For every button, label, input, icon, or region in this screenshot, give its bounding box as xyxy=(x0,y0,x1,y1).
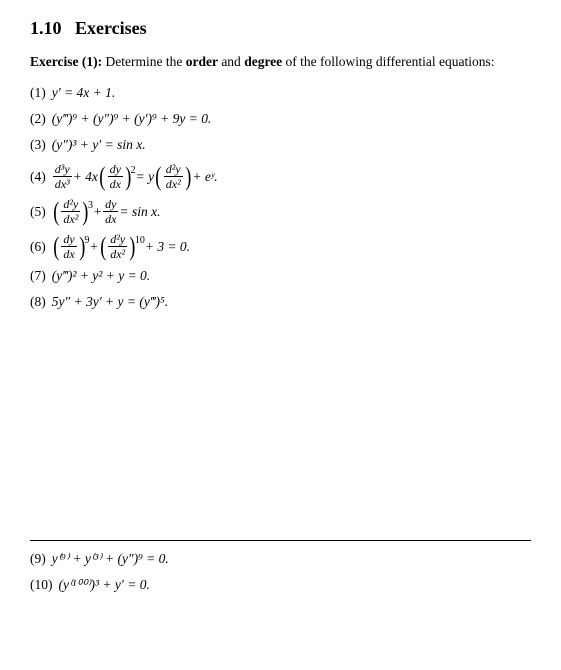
list-item: (2) (y‴)⁹ + (y″)⁹ + (y′)⁹ + 9y = 0. xyxy=(30,111,531,127)
exponent: 3 xyxy=(88,200,93,211)
fraction: dydx xyxy=(61,233,76,260)
item-number: (5) xyxy=(30,204,46,220)
equation: ( dydx ) 9 + ( d²ydx² ) 10 + 3 = 0. xyxy=(52,233,190,260)
exponent: 2 xyxy=(131,165,136,176)
equation: y′ = 4x + 1. xyxy=(52,85,116,101)
equation: (y‴)⁹ + (y″)⁹ + (y′)⁹ + 9y = 0. xyxy=(52,111,212,127)
equation: (y‴)² + y² + y = 0. xyxy=(52,268,150,284)
list-item: (6) ( dydx ) 9 + ( d²ydx² ) 10 + 3 = 0. xyxy=(30,233,531,260)
equation: (y″)³ + y′ = sin x. xyxy=(52,137,146,153)
fraction: d²ydx² xyxy=(61,198,80,225)
fraction: dydx xyxy=(103,198,118,225)
item-number: (8) xyxy=(30,294,46,310)
exercise-intro: Exercise (1): Determine the order and de… xyxy=(30,53,531,71)
fraction: d²ydx² xyxy=(108,233,127,260)
equation: d³ydx³ + 4x ( dydx ) 2 = y ( d²ydx² ) + … xyxy=(52,163,218,190)
section-title-text: Exercises xyxy=(75,18,147,38)
list-item: (1) y′ = 4x + 1. xyxy=(30,85,531,101)
item-number: (10) xyxy=(30,577,53,593)
list-item: (3) (y″)³ + y′ = sin x. xyxy=(30,137,531,153)
list-item: (9) y⁽⁹⁾ + y⁽³⁾ + (y″)⁹ = 0. xyxy=(30,551,531,567)
divider xyxy=(30,540,531,541)
item-number: (4) xyxy=(30,169,46,185)
exponent: 10 xyxy=(135,235,145,246)
equation: (y⁽¹⁰⁰⁾)³ + y′ = 0. xyxy=(59,577,150,593)
equation: y⁽⁹⁾ + y⁽³⁾ + (y″)⁹ = 0. xyxy=(52,551,169,567)
exercise-label: Exercise (1): xyxy=(30,54,102,69)
list-item: (7) (y‴)² + y² + y = 0. xyxy=(30,268,531,284)
section-title: 1.10 Exercises xyxy=(30,18,531,39)
list-item: (8) 5y″ + 3y′ + y = (y‴)⁵. xyxy=(30,294,531,310)
list-item: (4) d³ydx³ + 4x ( dydx ) 2 = y ( d²ydx² … xyxy=(30,163,531,190)
list-item: (5) ( d²ydx² ) 3 + dydx = sin x. xyxy=(30,198,531,225)
list-item: (10) (y⁽¹⁰⁰⁾)³ + y′ = 0. xyxy=(30,577,531,593)
equation: ( d²ydx² ) 3 + dydx = sin x. xyxy=(52,198,161,225)
page-bottom-region: (9) y⁽⁹⁾ + y⁽³⁾ + (y″)⁹ = 0. (10) (y⁽¹⁰⁰… xyxy=(0,540,561,603)
item-number: (3) xyxy=(30,137,46,153)
item-number: (9) xyxy=(30,551,46,567)
item-number: (2) xyxy=(30,111,46,127)
item-number: (6) xyxy=(30,239,46,255)
item-number: (1) xyxy=(30,85,46,101)
fraction: d²ydx² xyxy=(164,163,183,190)
exponent: 9 xyxy=(84,235,89,246)
item-number: (7) xyxy=(30,268,46,284)
section-number: 1.10 xyxy=(30,18,62,38)
fraction: dydx xyxy=(108,163,123,190)
equation: 5y″ + 3y′ + y = (y‴)⁵. xyxy=(52,294,168,310)
fraction: d³ydx³ xyxy=(53,163,72,190)
